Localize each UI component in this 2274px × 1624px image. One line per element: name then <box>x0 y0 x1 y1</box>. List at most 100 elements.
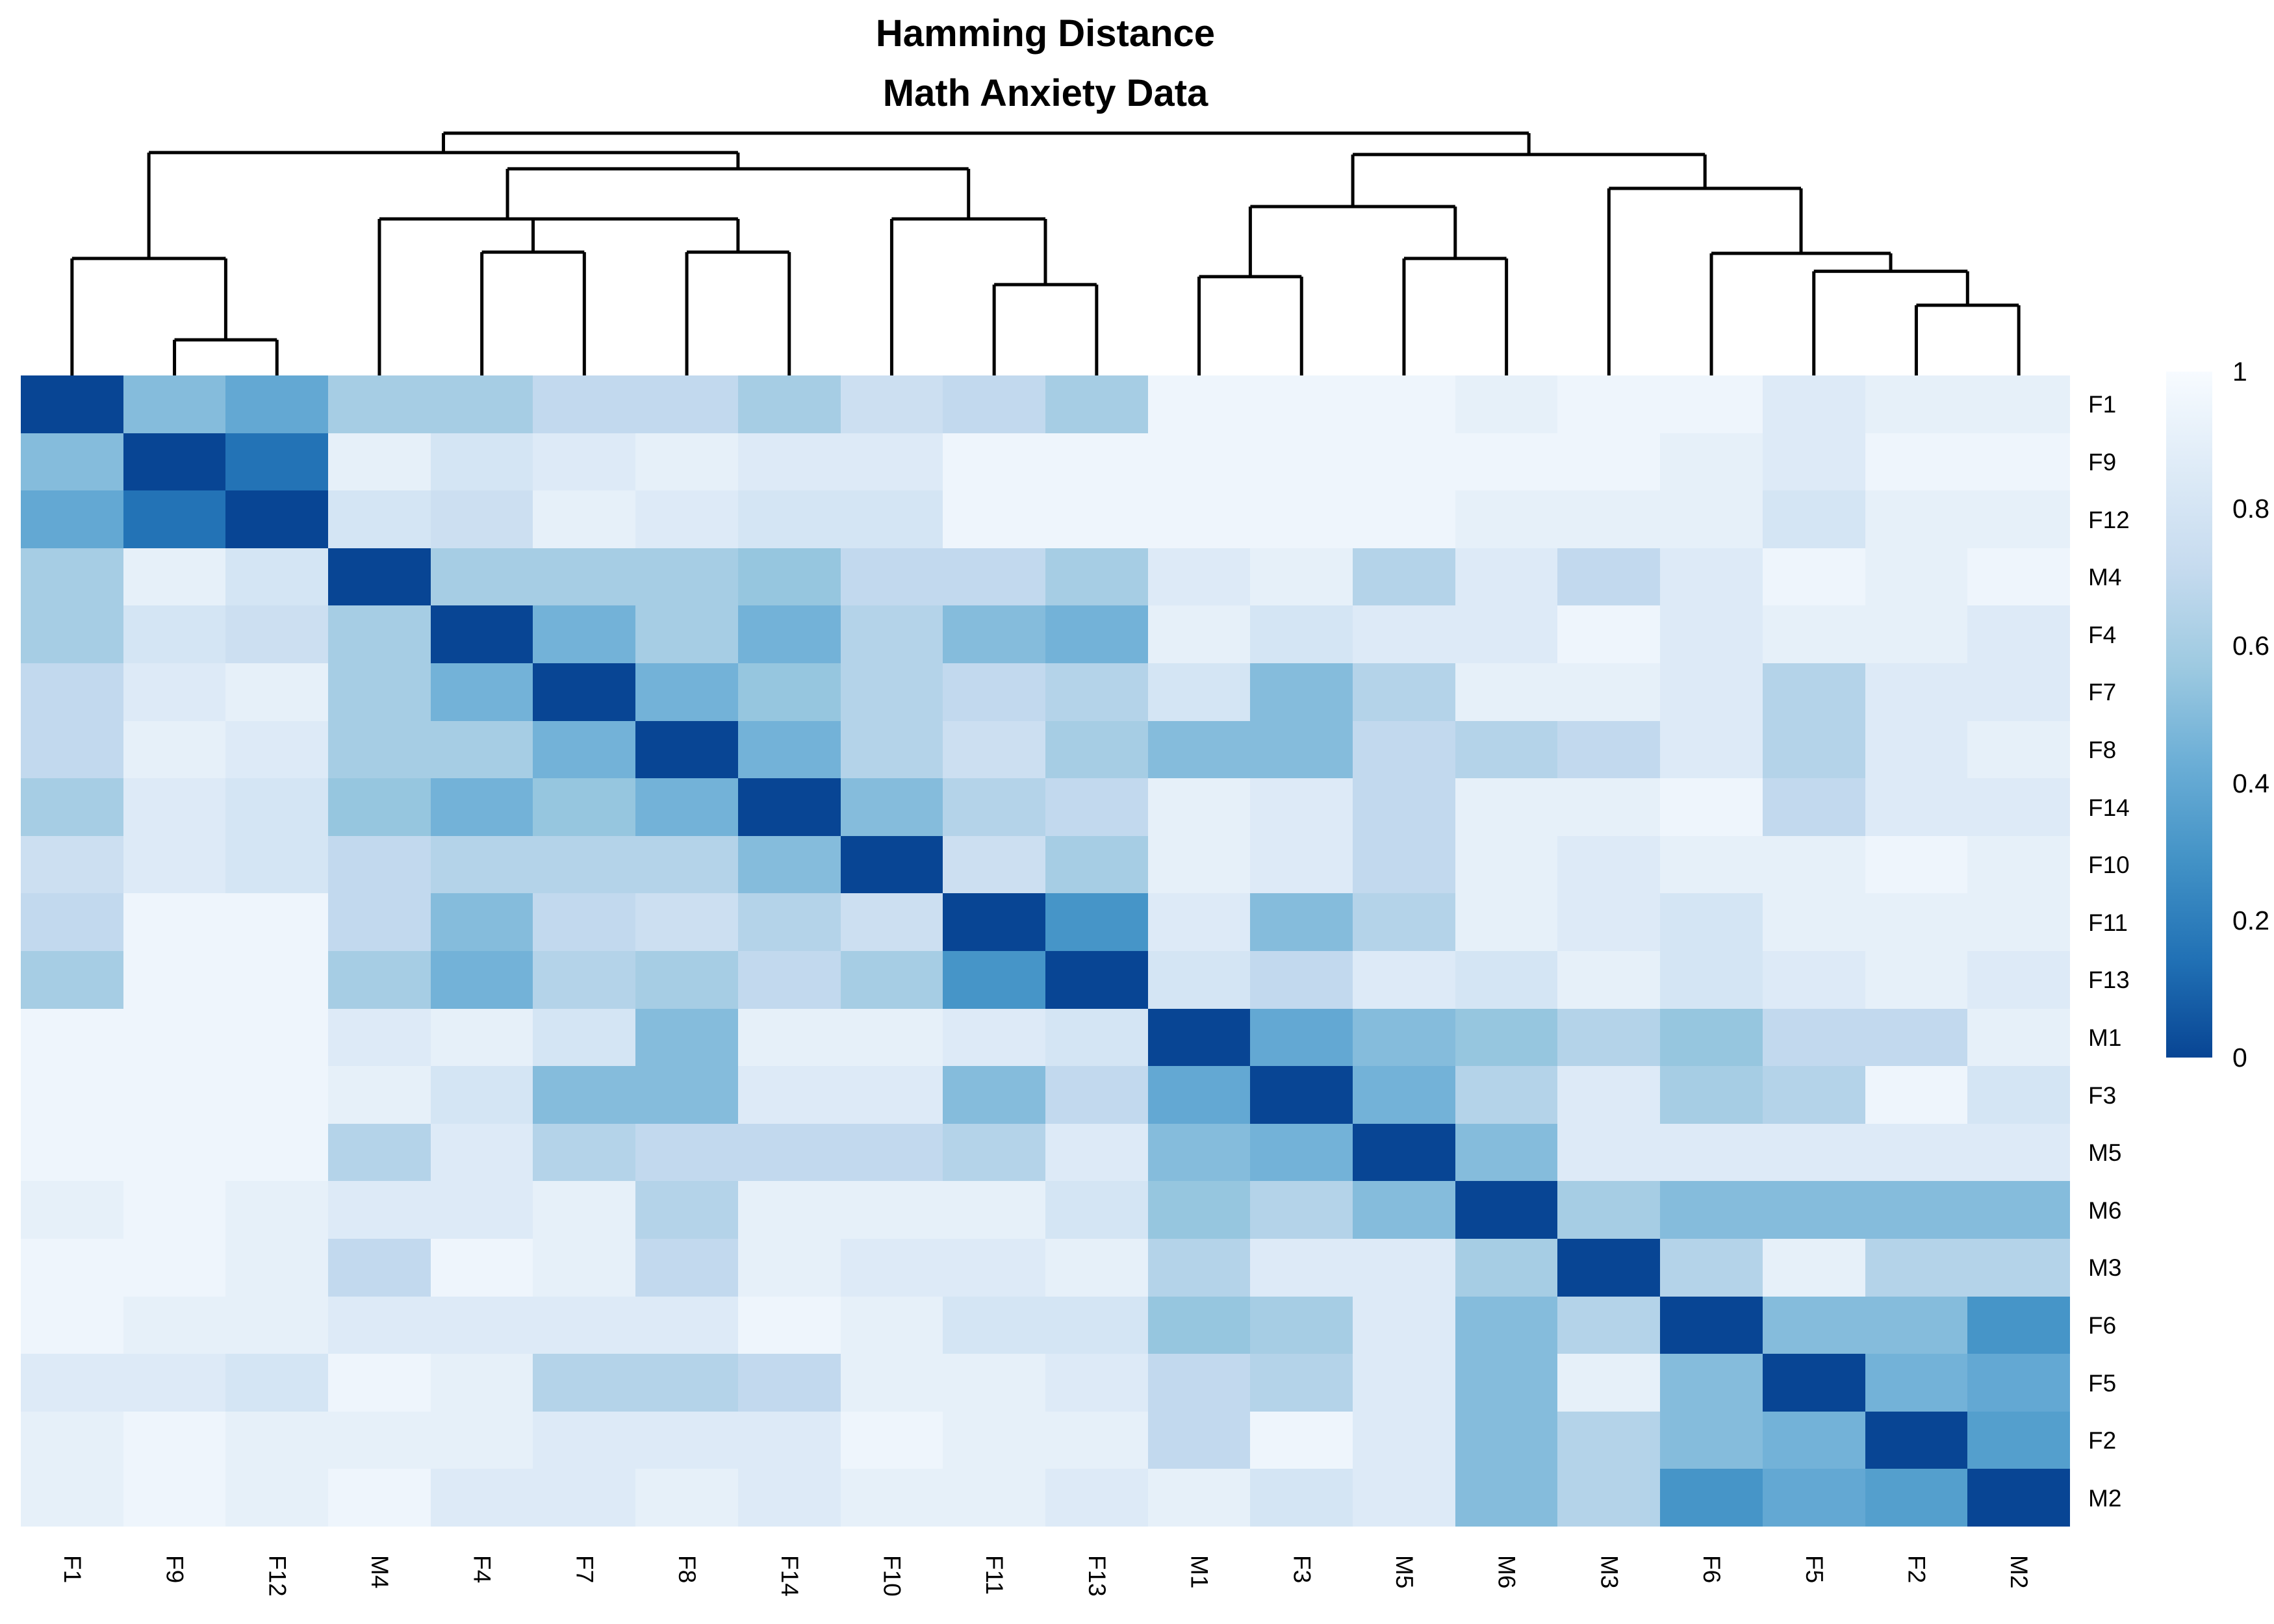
heatmap-cell <box>1762 1181 1865 1239</box>
heatmap-cell <box>1353 893 1455 951</box>
heatmap-cell <box>430 893 533 951</box>
heatmap-cell <box>737 433 841 491</box>
heatmap-cell <box>943 605 1045 663</box>
heatmap-cell <box>225 1411 329 1469</box>
column-label: F13 <box>1083 1555 1110 1597</box>
heatmap-cell <box>1865 893 1968 951</box>
heatmap-cell <box>1147 1469 1251 1527</box>
heatmap-cell <box>21 1296 123 1354</box>
heatmap-cell <box>1660 1181 1763 1239</box>
heatmap-cell <box>1455 1181 1558 1239</box>
heatmap-cell <box>1455 835 1558 894</box>
heatmap-cell <box>1250 1066 1353 1124</box>
heatmap-cell <box>1147 1181 1251 1239</box>
heatmap-cell <box>1865 375 1968 433</box>
heatmap-cell <box>840 1066 943 1124</box>
heatmap-cell <box>1762 548 1865 606</box>
column-label: F8 <box>674 1555 701 1584</box>
heatmap-cell <box>328 835 431 894</box>
heatmap-cell <box>21 720 123 779</box>
heatmap-cell <box>1660 663 1763 721</box>
heatmap-cell <box>1967 893 2070 951</box>
heatmap-cell <box>1967 663 2070 721</box>
heatmap-cell <box>123 1008 226 1067</box>
heatmap-cell <box>225 1123 329 1182</box>
heatmap-cell <box>840 1181 943 1239</box>
heatmap-cell <box>1762 893 1865 951</box>
heatmap-cell <box>1557 548 1661 606</box>
heatmap-cell <box>1660 1008 1763 1067</box>
heatmap-cell <box>533 548 636 606</box>
row-label: F13 <box>2088 967 2130 994</box>
heatmap-cell <box>1353 1123 1455 1182</box>
heatmap-cell <box>1660 1411 1763 1469</box>
heatmap-cell <box>1967 548 2070 606</box>
heatmap-cell <box>1865 433 1968 491</box>
heatmap-cell <box>1660 950 1763 1009</box>
heatmap-cell <box>840 548 943 606</box>
heatmap-cell <box>1045 548 1148 606</box>
heatmap-cell <box>328 1123 431 1182</box>
heatmap-cell <box>840 1411 943 1469</box>
chart-title-line2: Math Anxiety Data <box>882 72 1208 114</box>
heatmap-cell <box>1353 1066 1455 1124</box>
row-label: M2 <box>2088 1484 2122 1512</box>
heatmap-cell <box>1147 663 1251 721</box>
heatmap-cell <box>1865 1238 1968 1297</box>
heatmap-cell <box>1045 1296 1148 1354</box>
heatmap-cell <box>533 1238 636 1297</box>
heatmap-cell <box>328 433 431 491</box>
heatmap-cell <box>1147 1296 1251 1354</box>
row-label: F9 <box>2088 448 2117 476</box>
heatmap-cell <box>840 663 943 721</box>
row-label: F11 <box>2088 909 2128 936</box>
heatmap-cell <box>1865 1123 1968 1182</box>
heatmap-cell <box>1660 778 1763 836</box>
heatmap-cell <box>1250 720 1353 779</box>
heatmap-cell <box>737 1123 841 1182</box>
heatmap-cell <box>21 490 123 548</box>
heatmap-cell <box>737 375 841 433</box>
heatmap-cell <box>1557 720 1661 779</box>
heatmap-cell <box>1045 950 1148 1009</box>
heatmap-cell <box>1250 1354 1353 1412</box>
heatmap-cell <box>225 605 329 663</box>
heatmap-cell <box>225 490 329 548</box>
heatmap-cell <box>1353 835 1455 894</box>
heatmap-cell <box>1967 1066 2070 1124</box>
heatmap-cell <box>840 605 943 663</box>
heatmap-cell <box>430 663 533 721</box>
heatmap-cell <box>123 1238 226 1297</box>
heatmap-cell <box>737 663 841 721</box>
heatmap-cell <box>635 490 738 548</box>
column-label: F6 <box>1698 1555 1726 1584</box>
heatmap-cell <box>1455 375 1558 433</box>
heatmap-cell <box>225 1008 329 1067</box>
heatmap-cell <box>1455 433 1558 491</box>
heatmap-cell <box>430 1008 533 1067</box>
row-label: F10 <box>2088 852 2130 879</box>
column-label: F4 <box>468 1555 496 1584</box>
heatmap-cell <box>1147 605 1251 663</box>
column-label: M6 <box>1493 1555 1520 1589</box>
heatmap-cell <box>1353 720 1455 779</box>
heatmap-cell <box>328 893 431 951</box>
heatmap-cell <box>123 663 226 721</box>
heatmap-cell <box>943 720 1045 779</box>
heatmap-cell <box>737 1008 841 1067</box>
row-label: M4 <box>2088 564 2122 591</box>
heatmap-cell <box>1353 1008 1455 1067</box>
heatmap-cell <box>737 720 841 779</box>
heatmap-cell <box>1147 1354 1251 1412</box>
heatmap-cell <box>225 1354 329 1412</box>
heatmap-cell <box>1557 950 1661 1009</box>
heatmap-cell <box>1353 1354 1455 1412</box>
heatmap-cell <box>1353 605 1455 663</box>
heatmap-cell <box>1045 375 1148 433</box>
heatmap-cell <box>840 950 943 1009</box>
heatmap-cell <box>225 548 329 606</box>
heatmap-cell <box>1147 835 1251 894</box>
heatmap-cell <box>123 720 226 779</box>
heatmap-cell <box>225 1469 329 1527</box>
heatmap-cell <box>1147 950 1251 1009</box>
